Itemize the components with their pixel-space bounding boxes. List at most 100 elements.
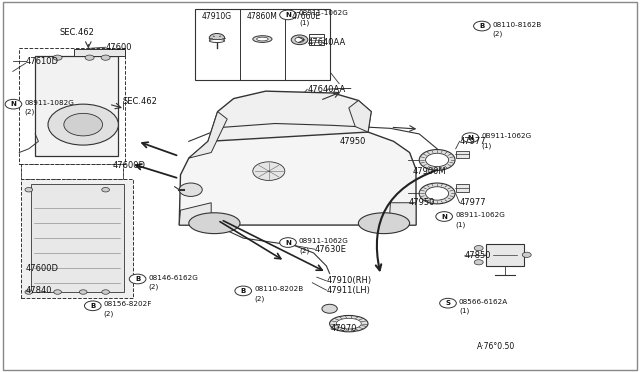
Polygon shape [208,91,371,141]
Circle shape [85,55,94,60]
Text: 47900M: 47900M [413,167,447,176]
Circle shape [25,290,33,294]
Circle shape [295,37,304,42]
Text: N: N [10,101,17,107]
Circle shape [440,298,456,308]
Text: 47970: 47970 [331,324,357,333]
Circle shape [179,183,202,196]
Circle shape [209,33,225,42]
Text: SEC.462: SEC.462 [123,97,157,106]
Circle shape [235,286,252,296]
Text: B: B [241,288,246,294]
Text: 47977: 47977 [460,198,486,207]
Bar [31,184,124,292]
Bar [195,9,330,80]
Text: 47911(LH): 47911(LH) [326,286,371,295]
Circle shape [474,260,483,265]
Text: (2): (2) [104,310,114,317]
Circle shape [64,113,102,136]
Text: (1): (1) [459,308,469,314]
Ellipse shape [257,37,268,41]
Text: B: B [479,23,484,29]
Text: (1): (1) [481,142,492,149]
Text: 08146-6162G: 08146-6162G [148,275,198,280]
Text: A·76°0.50: A·76°0.50 [477,342,515,351]
Text: 47977: 47977 [460,137,486,146]
Circle shape [426,187,449,200]
Text: 47630E: 47630E [315,245,347,254]
Circle shape [84,301,101,311]
Text: B: B [135,276,140,282]
Text: 47640AA: 47640AA [307,38,346,47]
Circle shape [102,187,109,192]
Ellipse shape [253,36,272,42]
Circle shape [129,274,146,284]
Circle shape [462,133,479,142]
Circle shape [419,183,455,204]
Bar [74,49,125,56]
Text: (2): (2) [493,31,503,37]
Text: S: S [445,300,451,306]
Circle shape [322,304,337,313]
Circle shape [474,246,483,251]
Ellipse shape [330,315,368,332]
Text: 47660E: 47660E [291,12,321,21]
Bar [486,244,524,266]
Text: 47910G: 47910G [202,12,232,21]
Text: N: N [441,214,447,219]
Circle shape [101,55,110,60]
Polygon shape [349,100,371,132]
Bar [309,34,324,45]
Text: (2): (2) [299,247,309,254]
Text: 08566-6162A: 08566-6162A [459,299,508,305]
Text: 47600: 47600 [106,43,132,52]
Text: 47910(RH): 47910(RH) [326,276,372,285]
Bar [35,56,118,156]
Text: 08156-8202F: 08156-8202F [104,301,152,307]
Circle shape [253,162,285,180]
Text: 08110-8202B: 08110-8202B [254,286,303,292]
Text: 47850: 47850 [465,251,491,260]
Text: 47840: 47840 [26,286,52,295]
Text: N: N [285,240,291,246]
Text: N: N [467,135,474,141]
Circle shape [79,290,87,294]
Text: 08911-1062G: 08911-1062G [455,212,505,218]
Text: 47600D: 47600D [26,264,59,273]
Circle shape [436,212,452,221]
Ellipse shape [189,213,240,234]
Text: B: B [90,303,95,309]
Bar [456,184,469,192]
Text: 0B911-1062G: 0B911-1062G [481,133,532,139]
Text: SEC.462: SEC.462 [60,28,94,37]
Text: (2): (2) [24,109,35,115]
Text: 08110-8162B: 08110-8162B [493,22,542,28]
Circle shape [419,150,455,170]
Circle shape [102,290,109,294]
Text: 47860M: 47860M [247,12,278,21]
Polygon shape [179,126,416,225]
Circle shape [25,187,33,192]
Circle shape [474,21,490,31]
Circle shape [48,104,118,145]
Bar [456,151,469,158]
Polygon shape [389,203,416,225]
Polygon shape [189,112,227,158]
Circle shape [522,252,531,257]
Circle shape [426,153,449,167]
Text: 47640AA: 47640AA [307,85,346,94]
Circle shape [54,290,61,294]
Ellipse shape [337,318,362,329]
Circle shape [291,35,308,45]
Text: 08911-1062G: 08911-1062G [299,10,349,16]
Bar [19,48,125,164]
Text: 47950: 47950 [408,198,435,207]
Text: 08911-1062G: 08911-1062G [299,238,349,244]
Circle shape [280,238,296,247]
Circle shape [53,55,62,60]
Text: 47950: 47950 [339,137,365,146]
Bar [21,179,133,298]
Text: 08911-1082G: 08911-1082G [24,100,74,106]
Ellipse shape [209,39,225,42]
Ellipse shape [358,213,410,234]
